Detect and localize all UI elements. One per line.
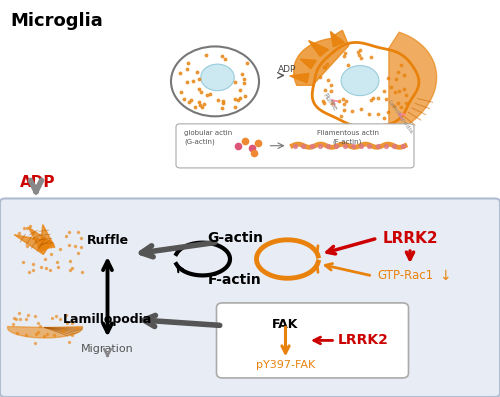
Text: Ruffle: Ruffle bbox=[86, 234, 128, 247]
Polygon shape bbox=[294, 30, 349, 85]
Text: globular actin: globular actin bbox=[184, 130, 232, 136]
Text: Lamillopodia: Lamillopodia bbox=[63, 313, 152, 326]
Text: ↓: ↓ bbox=[439, 269, 451, 283]
Polygon shape bbox=[8, 326, 83, 338]
Text: LRRK2: LRRK2 bbox=[338, 333, 388, 347]
Text: GTP-Rac1: GTP-Rac1 bbox=[377, 270, 433, 282]
Text: ADP: ADP bbox=[20, 175, 56, 190]
Circle shape bbox=[341, 66, 379, 96]
Text: F-actin: F-actin bbox=[208, 273, 262, 287]
Text: FAK: FAK bbox=[272, 318, 298, 331]
Polygon shape bbox=[330, 31, 344, 47]
Circle shape bbox=[171, 46, 259, 116]
Polygon shape bbox=[312, 42, 419, 127]
Polygon shape bbox=[290, 73, 309, 83]
Polygon shape bbox=[308, 40, 328, 56]
Text: LRRK2: LRRK2 bbox=[382, 231, 438, 246]
Text: Migration: Migration bbox=[81, 344, 134, 355]
Text: pY397-FAK: pY397-FAK bbox=[256, 360, 315, 370]
Text: Ruffle: Ruffle bbox=[322, 93, 338, 112]
FancyBboxPatch shape bbox=[0, 198, 500, 397]
Polygon shape bbox=[28, 227, 54, 252]
FancyBboxPatch shape bbox=[176, 124, 414, 168]
Polygon shape bbox=[389, 32, 436, 133]
Text: Filamentous actin: Filamentous actin bbox=[316, 130, 378, 136]
Text: Lamillopodia: Lamillopodia bbox=[386, 99, 413, 135]
Text: G-actin: G-actin bbox=[207, 231, 263, 245]
Text: ADP: ADP bbox=[278, 65, 296, 74]
Polygon shape bbox=[14, 235, 52, 254]
Circle shape bbox=[201, 64, 234, 91]
Text: (F-actin): (F-actin) bbox=[333, 138, 362, 145]
Polygon shape bbox=[300, 59, 316, 69]
Text: (G-actin): (G-actin) bbox=[184, 138, 215, 145]
Polygon shape bbox=[40, 225, 55, 249]
Text: Microglia: Microglia bbox=[10, 12, 103, 30]
FancyBboxPatch shape bbox=[216, 303, 408, 378]
